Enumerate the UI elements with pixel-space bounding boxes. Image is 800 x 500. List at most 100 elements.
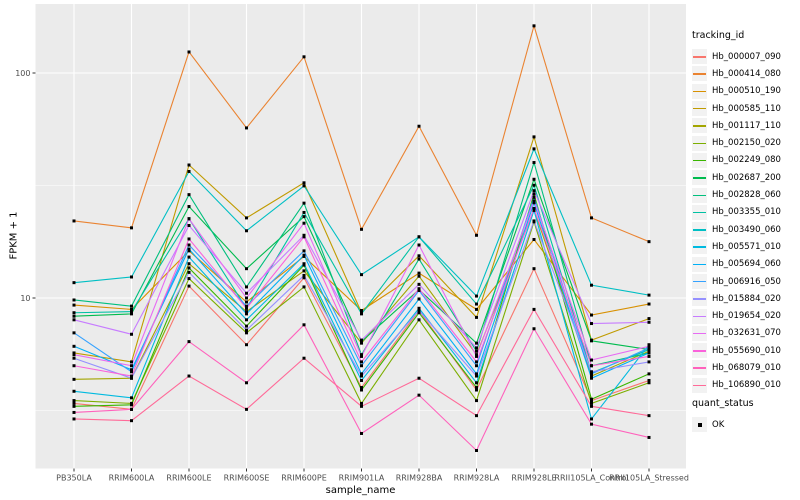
- series-color-swatch: [693, 73, 706, 75]
- legend-key: [692, 49, 707, 65]
- data-point: [590, 417, 593, 421]
- series-color-swatch: [693, 350, 706, 352]
- data-point: [245, 318, 248, 322]
- data-point: [647, 302, 651, 306]
- legend-item-label: Hb_000510_190: [712, 86, 781, 97]
- data-point: [360, 372, 363, 376]
- data-point: [532, 161, 536, 165]
- legend2-title: quant_status: [692, 398, 754, 409]
- data-point: [360, 340, 363, 344]
- data-point: [532, 147, 536, 151]
- data-point: [360, 227, 363, 231]
- data-point: [187, 247, 191, 251]
- data-point: [417, 124, 421, 128]
- legend2-items: OK: [692, 416, 754, 433]
- data-point: [360, 338, 363, 342]
- data-point: [590, 374, 593, 378]
- series-color-swatch: [693, 332, 706, 335]
- data-point: [532, 24, 536, 28]
- data-point: [475, 364, 478, 368]
- data-point: [130, 407, 133, 411]
- series-color-swatch: [693, 229, 706, 231]
- data-point: [532, 237, 536, 241]
- series-color-swatch: [693, 367, 706, 369]
- data-point: [245, 229, 248, 233]
- data-point: [187, 374, 191, 378]
- legend-item-label: Hb_005694_060: [712, 259, 781, 270]
- legend-key: [692, 291, 707, 307]
- legend-key: [692, 83, 707, 99]
- data-point: [417, 282, 421, 286]
- data-point: [302, 55, 306, 59]
- data-point: [647, 293, 651, 297]
- data-point: [130, 403, 133, 407]
- legend-item: Hb_000414_080: [692, 65, 781, 82]
- data-point: [475, 354, 478, 358]
- data-point: [130, 396, 133, 400]
- legend-item-label: Hb_003355_010: [712, 207, 781, 218]
- data-point: [647, 414, 651, 418]
- data-point: [417, 311, 421, 315]
- legend-key: [692, 274, 707, 289]
- data-point: [187, 249, 191, 253]
- legend-key: [692, 308, 707, 324]
- data-point: [590, 404, 593, 408]
- legend-item: Hb_003490_060: [692, 221, 781, 238]
- data-point: [130, 368, 133, 372]
- data-point: [72, 318, 76, 322]
- data-point: [302, 249, 306, 253]
- legend-item: Hb_005571_010: [692, 238, 781, 255]
- legend-item-label: Hb_000007_090: [712, 51, 781, 62]
- legend-key: [692, 204, 707, 220]
- data-point: [647, 348, 651, 352]
- data-point: [475, 449, 478, 453]
- data-point: [532, 183, 536, 187]
- data-point: [245, 306, 248, 310]
- data-point: [130, 374, 133, 378]
- legend-item: Hb_015884_020: [692, 290, 781, 307]
- data-point: [475, 414, 478, 418]
- data-point: [590, 422, 593, 426]
- data-point: [475, 294, 478, 298]
- legend-item-label: Hb_000414_080: [712, 68, 781, 79]
- legend-item: Hb_032631_070: [692, 325, 781, 342]
- data-point: [360, 388, 363, 392]
- data-point: [360, 401, 363, 405]
- series-color-swatch: [693, 281, 706, 283]
- data-point: [187, 205, 191, 209]
- data-point: [187, 193, 191, 197]
- legend-key: [692, 135, 707, 151]
- legend-key: [692, 170, 707, 186]
- data-point: [72, 404, 76, 408]
- data-point: [647, 360, 651, 364]
- legend-item: Hb_006916_050: [692, 273, 781, 290]
- legend-item-label: Hb_002828_060: [712, 190, 781, 201]
- data-point: [72, 331, 76, 335]
- data-point: [417, 287, 421, 291]
- data-point: [647, 351, 651, 355]
- point-marker-swatch: [697, 422, 702, 427]
- data-point: [417, 274, 421, 278]
- legend-key: [692, 325, 707, 341]
- data-point: [475, 372, 478, 376]
- data-point: [72, 401, 76, 405]
- legend-key: [692, 118, 707, 134]
- data-point: [72, 303, 76, 307]
- series-color-swatch: [693, 142, 706, 145]
- data-point: [245, 285, 248, 289]
- series-color-swatch: [693, 263, 706, 266]
- data-point: [245, 216, 248, 220]
- data-point: [475, 302, 478, 306]
- data-point: [475, 233, 478, 237]
- data-point: [72, 377, 76, 381]
- data-point: [187, 237, 191, 241]
- data-point: [72, 389, 76, 393]
- legend-item-label: Hb_002150_020: [712, 138, 781, 149]
- data-point: [647, 435, 651, 439]
- series-color-swatch: [693, 159, 706, 162]
- legend-key: [692, 377, 707, 393]
- data-point: [417, 243, 421, 247]
- data-point: [360, 312, 363, 316]
- legend-key: [692, 101, 707, 117]
